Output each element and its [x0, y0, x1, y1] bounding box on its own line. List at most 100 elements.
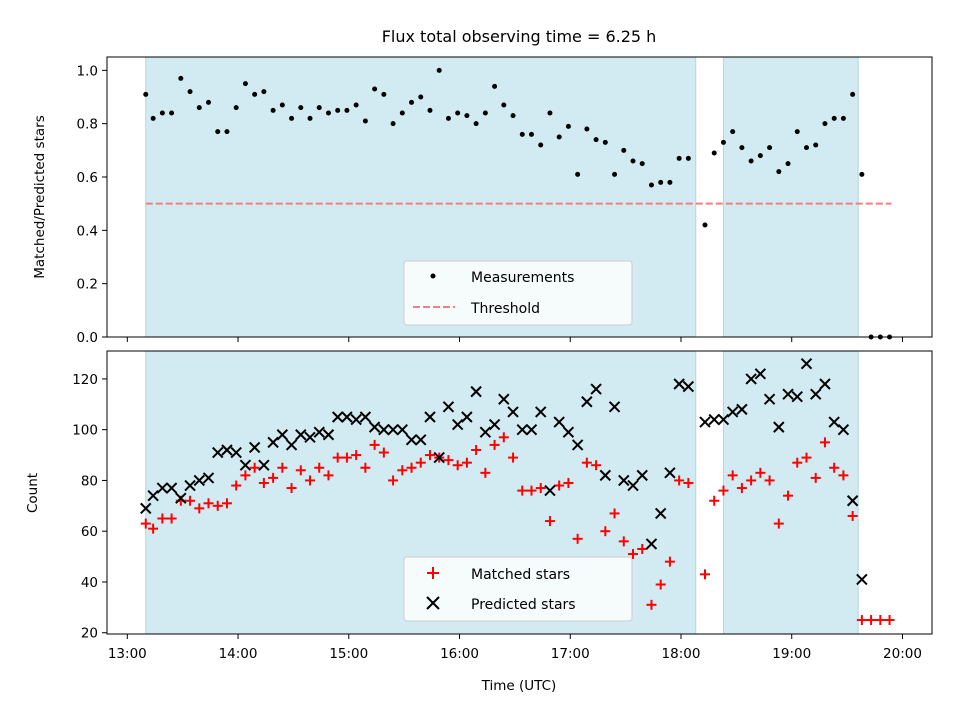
matched-star-marker: [203, 498, 214, 509]
measurement-point: [427, 107, 433, 113]
measurement-point: [547, 110, 553, 116]
measurement-point: [538, 142, 544, 148]
matched-star-marker: [718, 485, 729, 496]
ratio-y-tick-label: 1.0: [77, 63, 98, 79]
measurement-point: [685, 155, 691, 161]
measurement-point: [381, 91, 387, 97]
predicted-star-marker: [856, 573, 868, 586]
measurement-point: [584, 126, 590, 132]
matched-star-marker: [866, 615, 877, 626]
predicted-star-marker: [359, 411, 372, 423]
measurement-point: [757, 153, 763, 159]
predicted-star-marker: [846, 495, 859, 507]
measurement-point: [307, 115, 313, 121]
predicted-star-marker: [673, 378, 685, 390]
measurement-point: [289, 115, 295, 121]
predicted-star-marker: [507, 406, 519, 418]
matched-star-marker: [397, 465, 408, 476]
ratio-y-axis-label: Matched/Predicted stars: [32, 115, 48, 278]
count-y-tick-label: 40: [81, 575, 98, 591]
ratio-y-tick-label: 0.8: [77, 117, 98, 133]
predicted-star-marker: [654, 507, 667, 520]
measurement-point: [730, 129, 736, 135]
matched-star-marker: [709, 495, 720, 506]
predicted-star-marker: [562, 426, 575, 438]
measurement-point: [676, 155, 682, 161]
predicted-star-marker: [726, 406, 739, 418]
measurement-point: [850, 91, 856, 97]
predicted-star-marker: [239, 459, 252, 471]
predicted-star-marker: [461, 411, 473, 423]
measurement-point: [298, 105, 304, 111]
predicted-star-marker: [571, 439, 584, 451]
matched-star-marker: [609, 508, 620, 519]
matched-star-marker: [471, 444, 482, 455]
predicted-star-marker: [837, 423, 850, 436]
count-legend: Matched stars Predicted stars: [403, 556, 633, 622]
matched-star-marker: [452, 460, 463, 471]
predicted-star-marker: [754, 368, 767, 380]
measurement-point: [261, 89, 267, 95]
chart-title: Flux total observing time = 6.25 h: [382, 27, 657, 46]
measurement-point: [482, 110, 488, 116]
measurement-point: [602, 139, 608, 145]
measurement-point: [565, 123, 571, 129]
predicted-star-marker: [470, 385, 482, 398]
measurement-point: [335, 107, 341, 113]
measurement-point: [776, 169, 782, 175]
matched-star-marker: [875, 615, 886, 626]
legend-matched-marker: [427, 567, 439, 579]
measurement-point: [399, 110, 405, 116]
predicted-star-marker: [828, 416, 840, 428]
legend-matched-label: Matched stars: [471, 567, 570, 583]
measurement-point: [501, 102, 507, 108]
matched-star-marker: [554, 480, 565, 491]
ratio-x-ticks: [126, 337, 903, 342]
measurement-point: [621, 147, 627, 153]
measurement-point: [224, 129, 230, 135]
measurement-point: [169, 110, 175, 116]
measurement-point: [418, 94, 424, 100]
predicted-star-marker: [212, 446, 224, 459]
matched-star-marker: [277, 462, 288, 473]
measurement-point: [464, 113, 470, 119]
measurement-point: [473, 121, 479, 127]
measurement-point: [859, 171, 865, 177]
measurement-point: [575, 171, 581, 177]
matched-star-marker: [755, 467, 766, 478]
predicted-star-marker: [810, 388, 822, 400]
measurement-point: [748, 158, 754, 164]
time-x-tick-label: 19:00: [772, 646, 811, 662]
measurement-point: [510, 113, 516, 119]
predicted-star-marker: [248, 441, 261, 454]
predicted-star-marker: [498, 393, 510, 405]
observing-window-band: [722, 56, 859, 338]
ratio-legend: Measurements Threshold: [403, 260, 633, 326]
predicted-star-marker: [156, 482, 169, 494]
matched-star-marker: [360, 462, 371, 473]
matched-star-marker: [600, 526, 611, 537]
measurement-point: [528, 131, 534, 137]
predicted-star-marker: [442, 401, 455, 413]
measurement-point: [739, 145, 745, 151]
ratio-y-tick-label: 0.6: [77, 170, 98, 186]
count-points: [140, 357, 895, 626]
predicted-star-marker: [800, 357, 813, 370]
measurement-point: [840, 115, 846, 121]
measurement-point: [720, 139, 726, 145]
matched-star-marker: [526, 485, 537, 496]
predicted-star-marker: [581, 396, 593, 408]
count-y-tick-label: 60: [81, 524, 98, 540]
predicted-star-marker: [387, 423, 399, 436]
measurement-point: [362, 118, 368, 124]
predicted-star-marker: [396, 423, 409, 436]
predicted-star-marker: [682, 380, 695, 393]
matched-star-marker: [388, 475, 399, 486]
legend-measurements-label: Measurements: [471, 270, 574, 286]
matched-star-marker: [194, 503, 205, 514]
ratio-y-tick-label: 0.4: [77, 223, 98, 239]
measurement-point: [803, 145, 809, 151]
matched-star-marker: [581, 457, 592, 468]
time-x-axis-label: Time (UTC): [481, 678, 557, 694]
predicted-star-marker: [590, 383, 602, 395]
